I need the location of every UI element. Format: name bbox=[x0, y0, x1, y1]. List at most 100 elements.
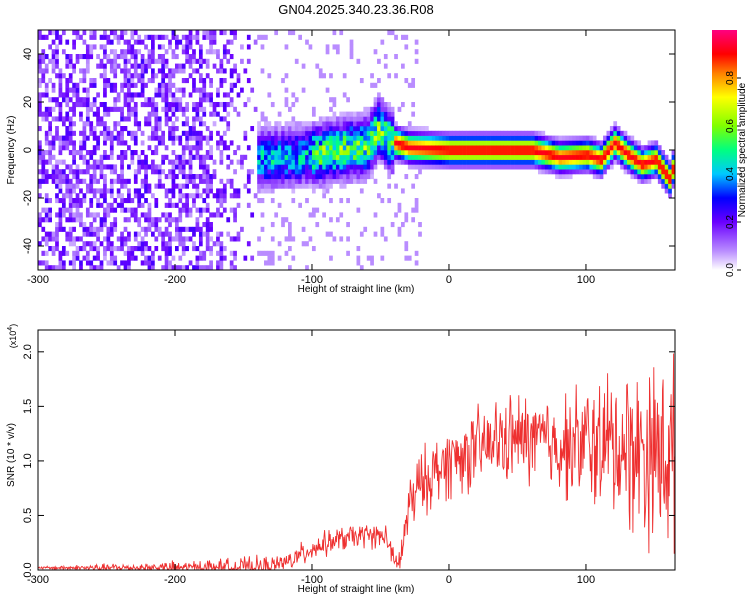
heatmap-cell bbox=[185, 198, 189, 204]
heatmap-cell bbox=[298, 169, 302, 175]
heatmap-cell bbox=[613, 140, 618, 146]
heatmap-cell bbox=[548, 154, 553, 160]
heatmap-cell bbox=[288, 169, 292, 175]
heatmap-cell bbox=[113, 73, 118, 79]
heatmap-cell bbox=[65, 188, 70, 194]
heatmap-cell bbox=[520, 135, 525, 141]
heatmap-cell bbox=[209, 260, 213, 266]
heatmap-cell bbox=[493, 145, 498, 151]
heatmap-cell bbox=[51, 178, 56, 184]
heatmap-cell bbox=[281, 174, 285, 180]
heatmap-cell bbox=[596, 164, 600, 170]
heatmap-cell bbox=[329, 121, 333, 127]
heatmap-cell bbox=[294, 178, 299, 184]
heatmap-cell bbox=[507, 140, 511, 146]
heatmap-cell bbox=[274, 135, 279, 141]
heatmap-cell bbox=[346, 159, 350, 165]
heatmap-cell bbox=[192, 82, 196, 88]
heatmap-cell bbox=[195, 207, 200, 213]
heatmap-cell bbox=[476, 154, 481, 160]
heatmap-cell bbox=[85, 212, 90, 218]
heatmap-cell bbox=[58, 207, 63, 213]
heatmap-cell bbox=[195, 255, 200, 261]
heatmap-cell bbox=[373, 111, 378, 117]
heatmap-cell bbox=[120, 231, 124, 237]
heatmap-cell bbox=[157, 255, 162, 261]
heatmap-cell bbox=[113, 207, 118, 213]
heatmap-cell bbox=[486, 135, 491, 141]
heatmap-cell bbox=[185, 212, 189, 218]
heatmap-cell bbox=[151, 97, 155, 103]
heatmap-cell bbox=[171, 97, 176, 103]
heatmap-cell bbox=[188, 154, 193, 160]
heatmap-cell bbox=[233, 255, 237, 261]
heatmap-cell bbox=[188, 145, 193, 151]
heatmap-cell bbox=[133, 63, 138, 69]
heatmap-cell bbox=[192, 135, 196, 141]
heatmap-cell bbox=[483, 159, 487, 165]
heatmap-cell bbox=[61, 174, 66, 180]
heatmap-cell bbox=[524, 154, 529, 160]
heatmap-cell bbox=[640, 164, 645, 170]
heatmap-cell bbox=[75, 250, 80, 256]
heatmap-cell bbox=[144, 226, 148, 232]
heatmap-cell bbox=[96, 250, 100, 256]
heatmap-cell bbox=[195, 106, 200, 112]
heatmap-cell bbox=[188, 159, 193, 165]
heatmap-cell bbox=[507, 145, 511, 151]
heatmap-cell bbox=[123, 150, 128, 156]
heatmap-cell bbox=[329, 159, 333, 165]
heatmap-cell bbox=[212, 39, 217, 45]
heatmap-cell bbox=[366, 111, 371, 117]
heatmap-cell bbox=[181, 154, 186, 160]
heatmap-cell bbox=[435, 154, 439, 160]
heatmap-cell bbox=[144, 241, 148, 247]
heatmap-cell bbox=[209, 226, 213, 232]
heatmap-cell bbox=[75, 183, 80, 189]
heatmap-cell bbox=[79, 246, 83, 252]
heatmap-cell bbox=[192, 78, 196, 84]
heatmap-cell bbox=[281, 135, 285, 141]
heatmap-cell bbox=[44, 150, 49, 156]
heatmap-cell bbox=[226, 217, 231, 223]
heatmap-cell bbox=[407, 164, 412, 170]
heatmap-cell bbox=[445, 150, 450, 156]
heatmap-cell bbox=[435, 140, 439, 146]
heatmap-cell bbox=[171, 178, 176, 184]
heatmap-cell bbox=[140, 78, 145, 84]
heatmap-cell bbox=[305, 126, 309, 132]
heatmap-cell bbox=[216, 87, 220, 93]
heatmap-cell bbox=[195, 39, 200, 45]
heatmap-cell bbox=[65, 130, 70, 136]
heatmap-cell bbox=[380, 226, 385, 232]
heatmap-cell bbox=[318, 135, 323, 141]
heatmap-cell bbox=[329, 255, 333, 261]
heatmap-cell bbox=[325, 126, 330, 132]
heatmap-cell bbox=[496, 135, 501, 141]
heatmap-cell bbox=[524, 140, 529, 146]
heatmap-cell bbox=[572, 159, 576, 165]
heatmap-cell bbox=[325, 140, 330, 146]
heatmap-cell bbox=[229, 140, 234, 146]
heatmap-cell bbox=[198, 130, 203, 136]
heatmap-cell bbox=[448, 159, 453, 165]
heatmap-cell bbox=[181, 130, 186, 136]
heatmap-cell bbox=[116, 193, 121, 199]
heatmap-cell bbox=[137, 34, 142, 40]
heatmap-cell bbox=[96, 159, 100, 165]
heatmap-cell bbox=[188, 226, 193, 232]
heatmap-cell bbox=[144, 178, 148, 184]
heatmap-cell bbox=[366, 116, 371, 122]
heatmap-cell bbox=[222, 140, 227, 146]
heatmap-cell bbox=[496, 164, 501, 170]
heatmap-cell bbox=[346, 198, 350, 204]
heatmap-cell bbox=[462, 164, 467, 170]
heatmap-cell bbox=[79, 97, 83, 103]
heatmap-cell bbox=[99, 159, 104, 165]
heatmap-cell bbox=[181, 106, 186, 112]
heatmap-cell bbox=[72, 217, 76, 223]
heatmap-cell bbox=[401, 159, 405, 165]
heatmap-cell bbox=[48, 159, 52, 165]
heatmap-cell bbox=[301, 154, 306, 160]
heatmap-cell bbox=[212, 34, 217, 40]
